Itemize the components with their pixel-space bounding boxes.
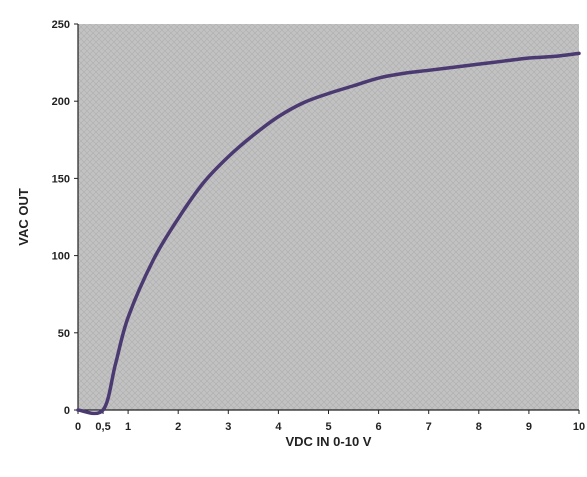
x-tick-label: 5 [325, 421, 331, 433]
x-tick-label: 0,5 [95, 421, 110, 433]
data-point [478, 63, 480, 65]
x-axis-ticks: 0 0,5 1 2 3 4 5 6 7 8 9 10 [75, 410, 585, 433]
data-point [528, 57, 530, 59]
x-axis-title: VDC IN 0-10 V [286, 434, 372, 449]
y-tick-label: 100 [52, 251, 70, 263]
y-tick-label: 200 [52, 96, 70, 108]
y-tick-label: 150 [52, 173, 70, 185]
x-tick-label: 6 [376, 421, 382, 433]
x-tick-label: 4 [275, 421, 282, 433]
data-point [427, 69, 430, 72]
y-tick-label: 50 [58, 328, 70, 340]
x-tick-label: 1 [125, 421, 131, 433]
data-point [402, 72, 405, 75]
data-point [302, 101, 305, 104]
data-point [553, 55, 555, 58]
x-tick-label: 7 [426, 421, 432, 433]
x-tick-label: 3 [225, 421, 231, 433]
plot-area [78, 24, 579, 410]
x-tick-label: 10 [573, 421, 585, 433]
data-point [202, 182, 205, 184]
data-point [352, 84, 355, 87]
data-point [452, 66, 455, 69]
x-tick-label: 2 [175, 421, 181, 433]
series-line [76, 51, 581, 416]
y-axis-ticks: 0 50 100 150 200 250 [52, 19, 78, 417]
y-axis-title: VAC OUT [16, 188, 31, 246]
x-tick-label: 8 [476, 421, 482, 433]
data-point [152, 259, 154, 262]
data-point [227, 155, 230, 158]
x-tick-label: 9 [526, 421, 532, 433]
data-point [252, 134, 255, 136]
y-tick-label: 250 [52, 19, 70, 31]
data-point [114, 362, 117, 365]
data-point [127, 316, 129, 319]
data-point [77, 409, 79, 411]
data-point [327, 92, 330, 95]
y-tick-label: 0 [64, 405, 70, 417]
data-point [503, 60, 505, 62]
data-point [177, 217, 179, 220]
data-point [377, 77, 380, 79]
series-group [76, 51, 581, 416]
data-point [102, 409, 104, 411]
x-tick-label: 0 [75, 421, 81, 433]
data-point [277, 115, 280, 118]
data-point [578, 52, 580, 55]
